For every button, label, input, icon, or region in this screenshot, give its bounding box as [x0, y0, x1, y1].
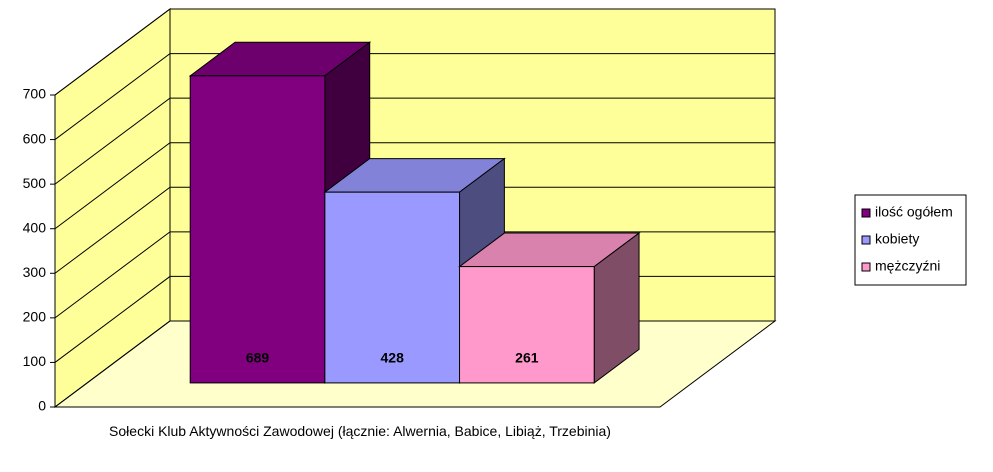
data-label: 689: [246, 350, 270, 366]
grid-line: [54, 186, 775, 274]
x-tick-label: Sołecki Klub Aktywności Zawodowej (łączn…: [109, 423, 611, 439]
legend-swatch: [861, 235, 871, 245]
bar: [459, 266, 595, 384]
y-tick-label: 700: [23, 86, 47, 102]
legend-swatch: [861, 262, 871, 272]
grid-line: [54, 231, 775, 319]
legend-label: mężczyźni: [875, 258, 940, 274]
y-tick-label: 600: [23, 130, 47, 146]
y-tick-label: 200: [23, 309, 47, 325]
grid-line: [54, 8, 775, 96]
legend-label: ilość ogółem: [875, 204, 953, 220]
legend-label: kobiety: [875, 231, 919, 247]
y-tick-label: 500: [23, 175, 47, 191]
data-label: 261: [515, 350, 539, 366]
y-tick-label: 100: [23, 353, 47, 369]
legend-swatch: [861, 208, 871, 218]
bar: [324, 191, 461, 384]
y-tick-label: 300: [23, 264, 47, 280]
grid-line: [54, 97, 775, 185]
y-tick-label: 0: [38, 398, 46, 414]
data-label: 428: [381, 350, 405, 366]
legend-box: [854, 194, 967, 286]
grid-line: [54, 142, 775, 230]
y-tick-label: 400: [23, 219, 47, 235]
grid-line: [54, 53, 775, 140]
bar: [189, 75, 326, 384]
